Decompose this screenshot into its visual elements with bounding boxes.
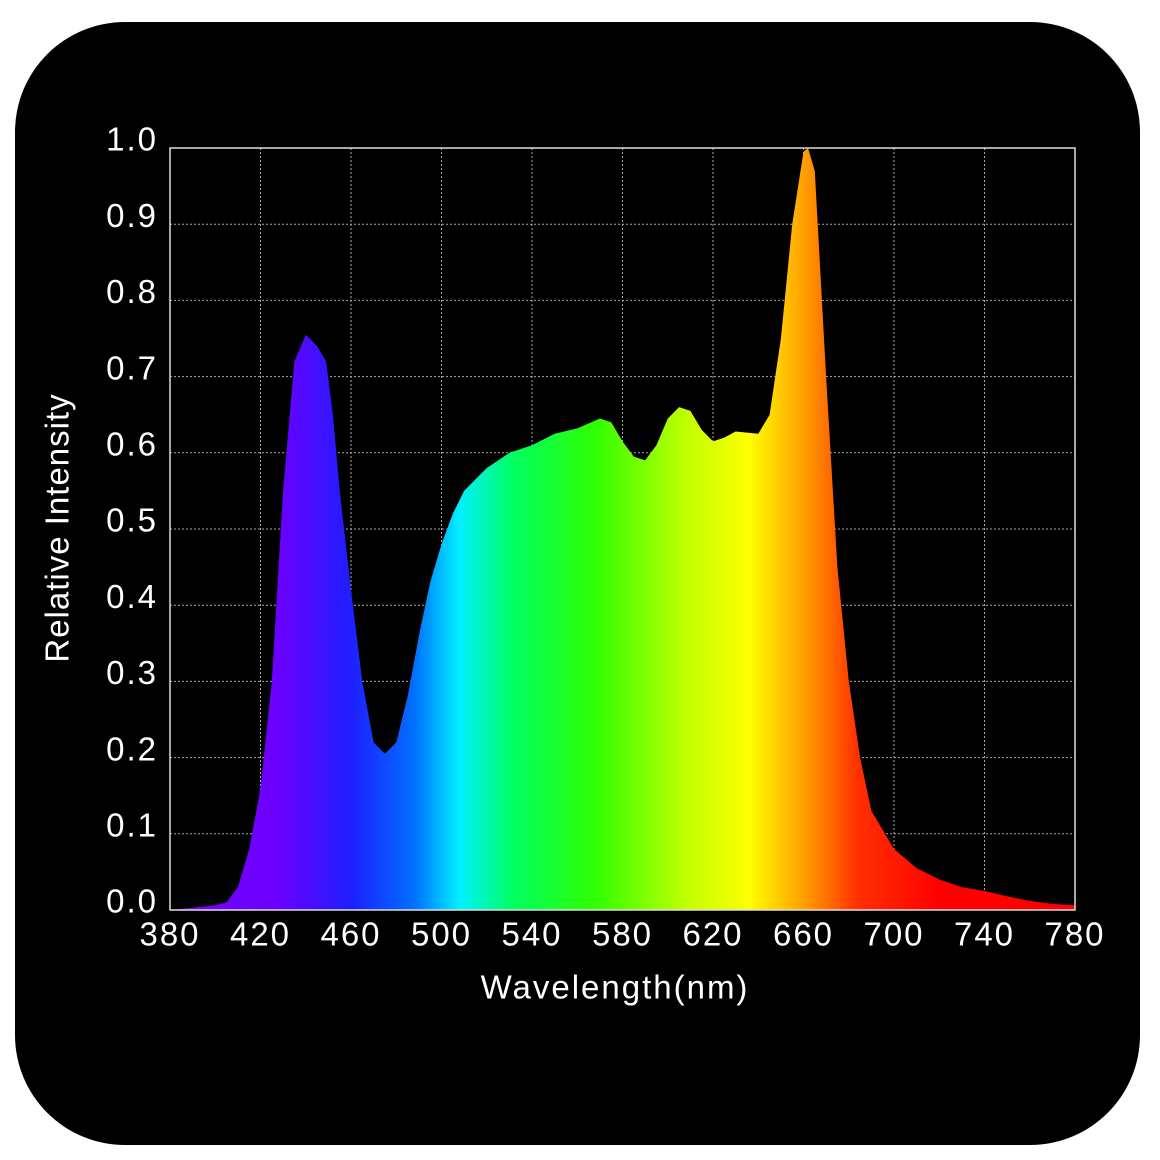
y-tick-label: 0.9 <box>106 197 158 234</box>
y-tick-label: 0.5 <box>106 502 158 539</box>
x-tick-label: 620 <box>682 916 743 953</box>
x-tick-label: 540 <box>501 916 562 953</box>
y-tick-label: 0.6 <box>106 426 158 463</box>
x-axis-label: Wavelength(nm) <box>481 969 750 1006</box>
x-tick-label: 380 <box>139 916 200 953</box>
spectrum-area <box>170 148 1075 910</box>
y-tick-label: 0.7 <box>106 349 158 386</box>
x-tick-label: 660 <box>773 916 834 953</box>
x-tick-label: 700 <box>863 916 924 953</box>
x-tick-label: 580 <box>592 916 653 953</box>
y-tick-label: 1.0 <box>106 121 158 158</box>
y-tick-label: 0.8 <box>106 273 158 310</box>
plot-border <box>169 147 1076 911</box>
y-axis-label: Relative Intensity <box>39 393 76 662</box>
y-tick-label: 0.1 <box>106 807 158 844</box>
y-tick-label: 0.0 <box>106 883 158 920</box>
y-tick-label: 0.4 <box>106 578 158 615</box>
y-tick-label: 0.2 <box>106 730 158 767</box>
x-tick-label: 420 <box>230 916 291 953</box>
x-tick-label: 740 <box>954 916 1015 953</box>
y-tick-label: 0.3 <box>106 654 158 691</box>
x-tick-label: 460 <box>320 916 381 953</box>
x-tick-label: 780 <box>1044 916 1105 953</box>
x-tick-label: 500 <box>411 916 472 953</box>
